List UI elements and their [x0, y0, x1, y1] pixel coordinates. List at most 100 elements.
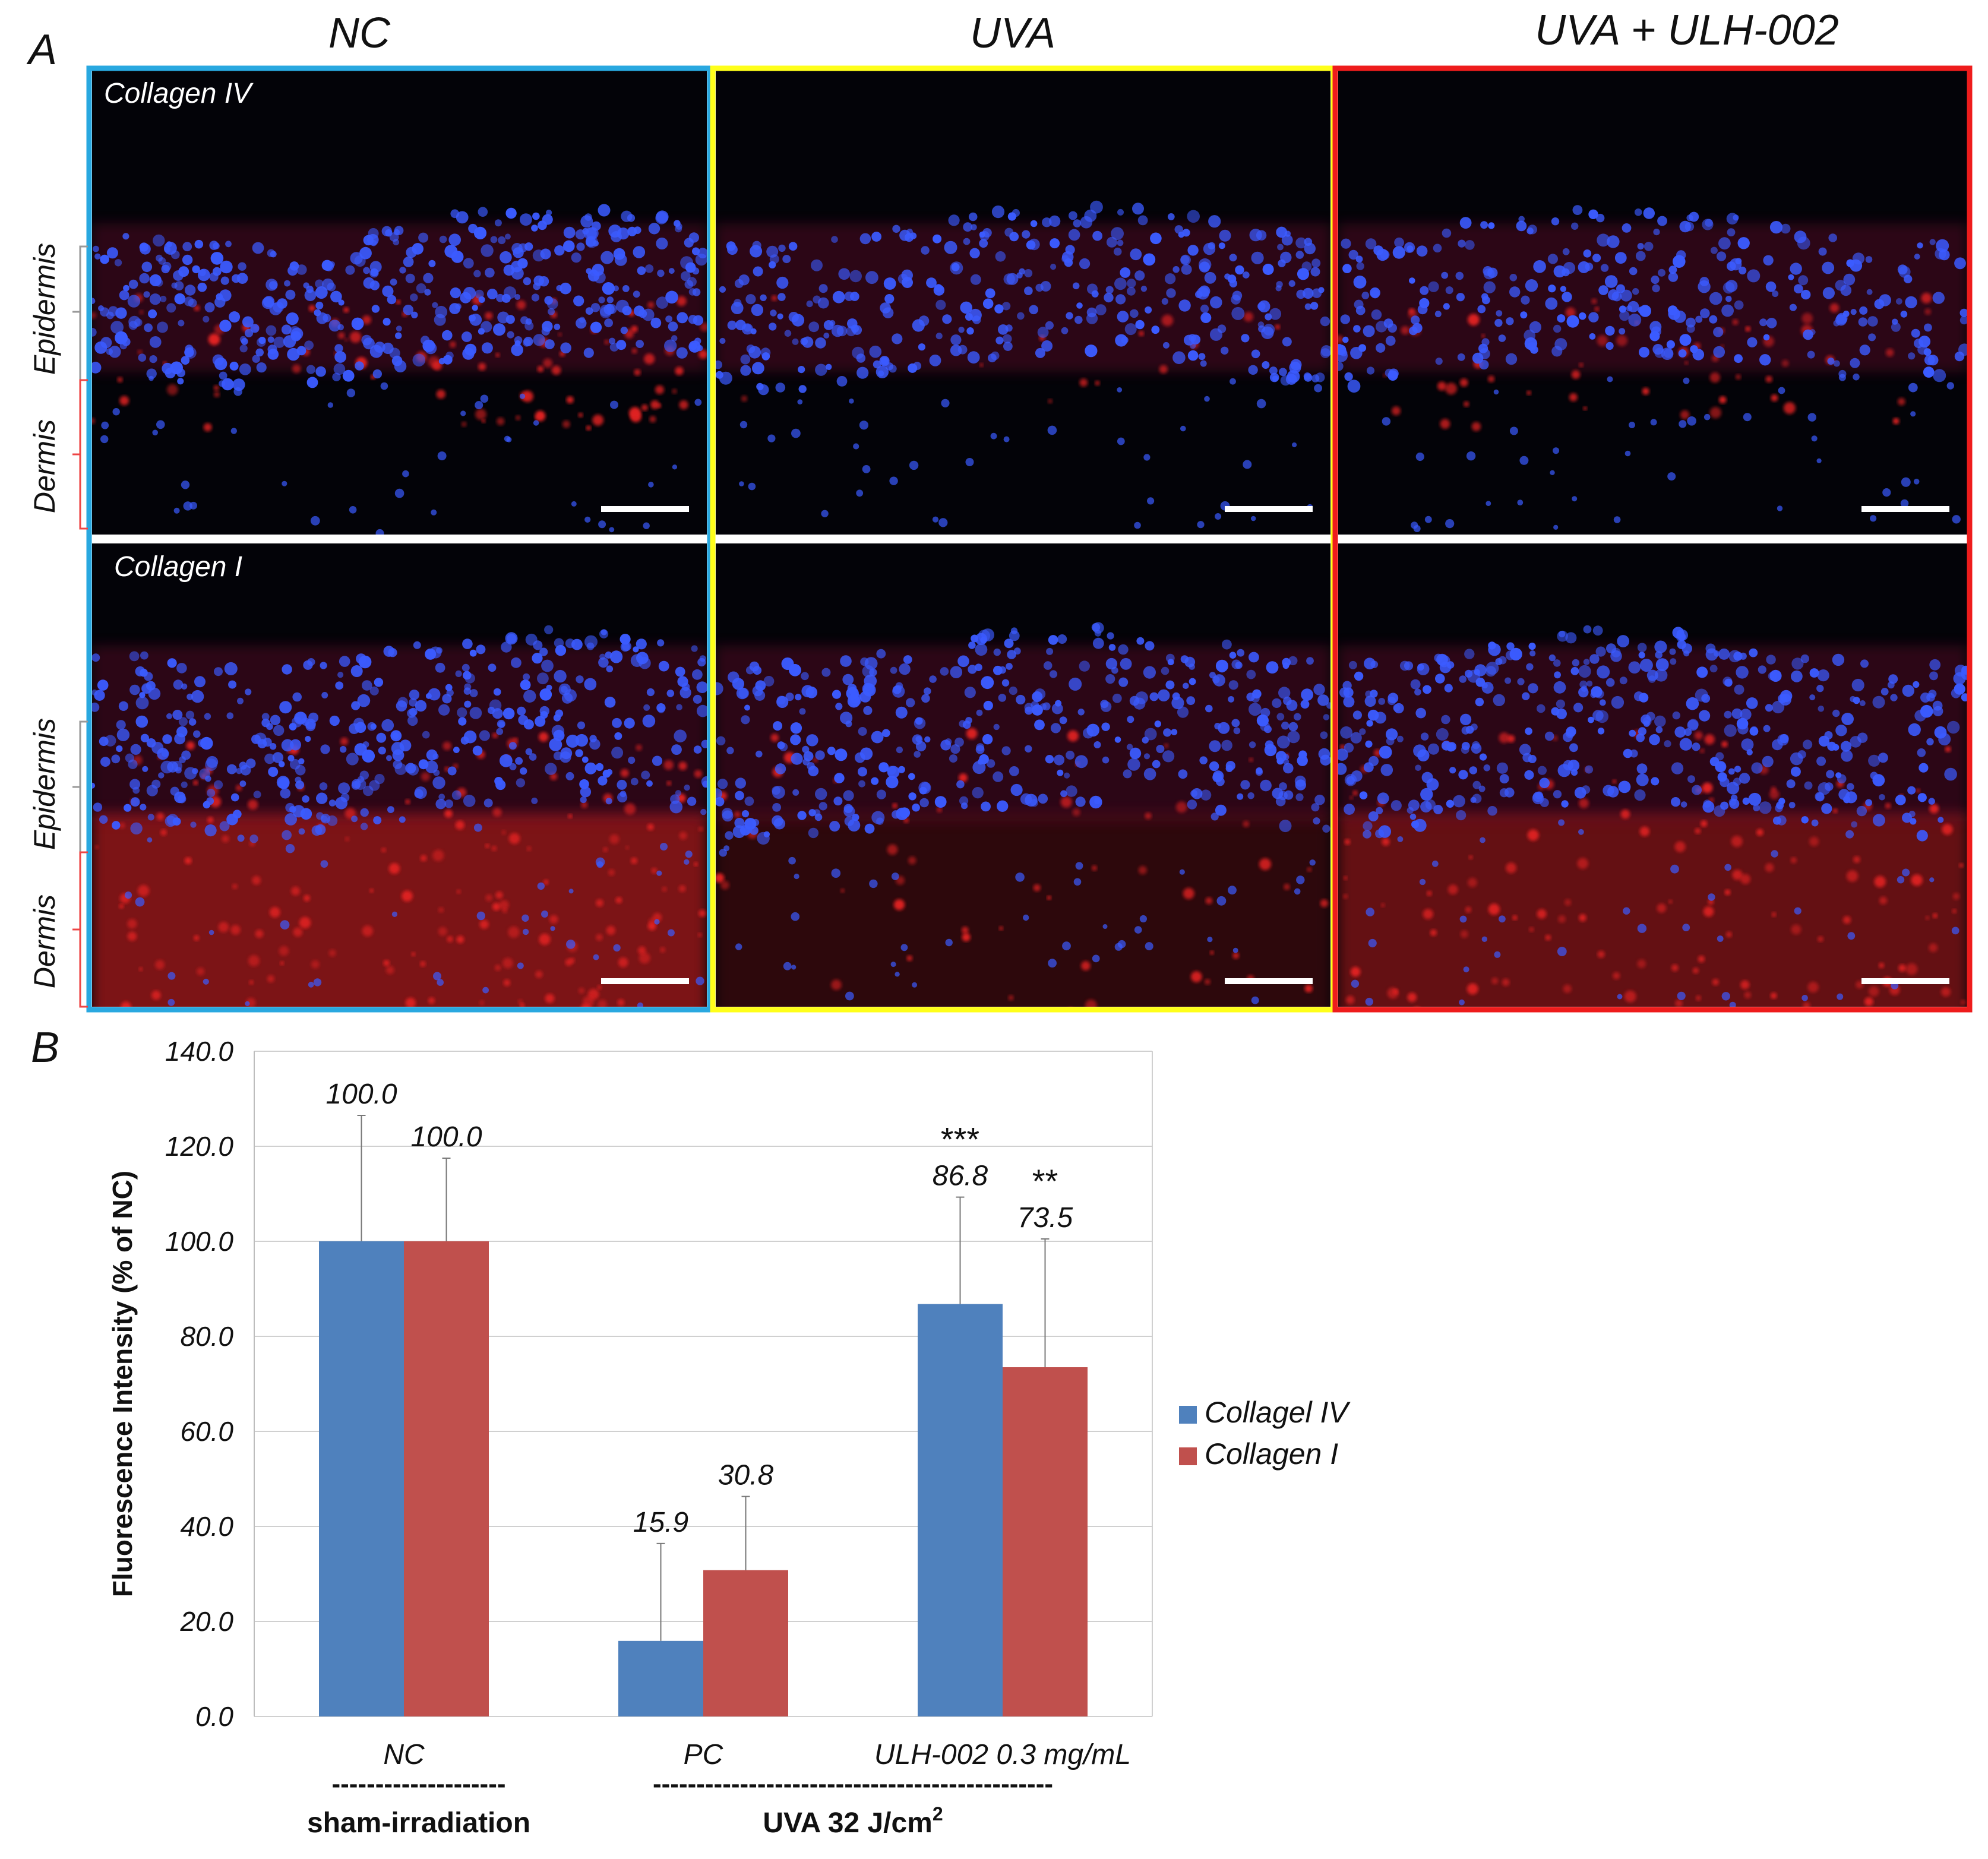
nucleus	[266, 279, 278, 291]
collagen-signal	[267, 975, 274, 983]
nucleus	[1368, 938, 1377, 948]
nucleus	[1077, 709, 1085, 716]
collagen-signal	[1349, 796, 1354, 800]
collagen-signal	[1210, 950, 1214, 955]
nucleus	[1809, 329, 1816, 336]
nucleus	[203, 315, 210, 323]
nucleus	[777, 741, 785, 750]
nucleus	[1789, 303, 1797, 311]
collagen-signal	[666, 780, 672, 786]
collagen-signal	[1594, 306, 1600, 312]
nucleus	[1446, 661, 1455, 669]
nucleus	[500, 754, 513, 767]
nucleus	[856, 489, 864, 497]
nucleus	[1954, 257, 1966, 270]
nucleus	[836, 376, 848, 387]
nucleus	[1320, 316, 1330, 327]
nucleus	[1895, 794, 1906, 805]
nucleus	[685, 262, 696, 273]
nucleus	[1607, 235, 1620, 248]
nucleus	[1001, 679, 1010, 687]
nucleus	[219, 371, 227, 380]
nucleus	[835, 748, 848, 761]
nucleus	[1553, 265, 1566, 278]
nucleus	[1340, 726, 1353, 739]
nucleus	[1256, 399, 1266, 409]
nucleus	[1235, 265, 1244, 275]
nucleus	[1772, 700, 1785, 714]
nucleus	[1311, 803, 1320, 812]
nucleus	[531, 225, 538, 232]
nucleus	[407, 715, 418, 726]
nucleus	[596, 861, 603, 868]
nucleus	[586, 642, 595, 650]
nucleus	[99, 815, 108, 824]
nucleus	[1816, 756, 1826, 766]
nucleus	[1890, 694, 1898, 701]
nucleus	[880, 302, 891, 314]
nucleus	[378, 747, 386, 755]
nucleus	[1139, 915, 1147, 923]
nucleus	[97, 679, 109, 691]
nucleus	[783, 962, 792, 970]
nucleus	[1888, 674, 1898, 684]
nucleus	[1257, 302, 1266, 311]
nucleus	[281, 739, 294, 752]
nucleus	[692, 247, 700, 255]
nucleus	[1668, 265, 1677, 274]
nucleus	[1917, 793, 1927, 802]
nucleus	[390, 279, 397, 286]
nucleus	[1294, 713, 1301, 721]
nucleus	[1791, 670, 1803, 682]
nucleus	[335, 796, 348, 810]
nucleus	[1340, 314, 1350, 324]
nucleus	[1221, 739, 1232, 751]
nucleus	[1653, 229, 1660, 236]
collagen-signal	[1468, 314, 1480, 326]
nucleus	[1050, 238, 1060, 249]
nucleus	[664, 339, 677, 352]
nucleus	[636, 652, 649, 665]
nucleus	[106, 247, 118, 259]
nucleus	[994, 304, 1004, 314]
nucleus	[119, 342, 128, 350]
nucleus	[790, 734, 801, 745]
nucleus	[1590, 691, 1597, 698]
micrograph-collagen-i-uva-ulh002	[1338, 543, 1967, 1007]
nucleus	[1410, 679, 1421, 690]
collagen-signal	[485, 312, 493, 320]
collagen-signal	[1401, 326, 1409, 335]
nucleus	[1635, 251, 1646, 261]
nucleus	[1525, 279, 1538, 292]
collagen-signal	[647, 823, 654, 831]
nucleus	[1344, 804, 1355, 815]
nucleus	[1423, 685, 1431, 694]
collagen-signal	[1637, 959, 1646, 968]
nucleus	[197, 268, 210, 282]
nucleus	[1682, 643, 1692, 654]
nucleus	[351, 701, 361, 710]
nucleus	[1431, 860, 1439, 867]
nucleus	[791, 753, 803, 765]
nucleus	[1230, 378, 1236, 385]
nucleus	[397, 697, 408, 707]
nucleus	[646, 780, 653, 787]
stain-label: Collagen I	[114, 551, 242, 583]
nucleus	[1145, 942, 1153, 951]
nucleus	[1262, 361, 1270, 369]
collagen-signal	[1756, 829, 1763, 836]
nucleus	[1833, 360, 1840, 367]
nucleus	[1272, 698, 1282, 708]
nucleus	[965, 313, 973, 321]
nucleus	[563, 240, 575, 252]
nucleus	[1529, 650, 1536, 657]
collagen-signal	[293, 927, 303, 937]
nucleus	[112, 821, 121, 830]
nucleus	[1722, 282, 1735, 294]
nucleus	[130, 744, 141, 755]
nucleus	[1351, 979, 1360, 988]
nucleus	[493, 323, 505, 336]
nucleus	[167, 972, 176, 980]
nucleus	[1493, 389, 1499, 395]
nucleus	[554, 245, 565, 256]
